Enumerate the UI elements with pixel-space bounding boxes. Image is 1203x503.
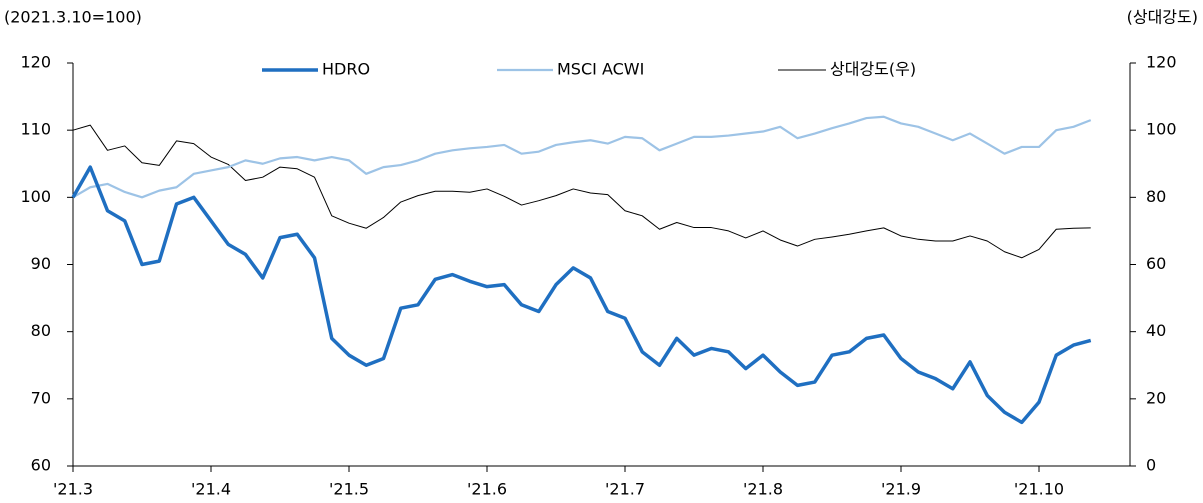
series-line: [71, 165, 1092, 425]
series-line: [72, 115, 1092, 199]
x-tick-label: '21.6: [467, 480, 507, 499]
y2-tick-label: 80: [1146, 187, 1166, 206]
y-tick-label: 80: [31, 321, 51, 340]
y-tick-label: 120: [20, 53, 51, 72]
legend-label: MSCI ACWI: [557, 60, 644, 79]
y2-tick-label: 20: [1146, 388, 1166, 407]
x-tick-label: '21.9: [881, 480, 921, 499]
y-tick-label: 110: [20, 120, 51, 139]
legend-label: HDRO: [322, 60, 370, 79]
legend-label: 상대강도(우): [830, 60, 916, 79]
y-tick-label: 70: [31, 388, 51, 407]
y-axis-label: (2021.3.10=100): [4, 8, 142, 27]
x-tick-label: '21.4: [191, 480, 231, 499]
y-tick-label: 60: [31, 456, 51, 475]
y2-tick-label: 0: [1146, 456, 1156, 475]
y2-tick-label: 100: [1146, 120, 1177, 139]
x-tick-label: '21.8: [743, 480, 783, 499]
x-tick-label: '21.3: [53, 480, 93, 499]
y2-tick-label: 60: [1146, 254, 1166, 273]
y-tick-label: 100: [20, 187, 51, 206]
y2-tick-label: 40: [1146, 321, 1166, 340]
y-tick-label: 90: [31, 254, 51, 273]
series-line: [72, 124, 1091, 259]
x-tick-label: '21.5: [329, 480, 369, 499]
y2-axis-label: (상대강도): [1127, 8, 1198, 27]
x-tick-label: '21.10: [1014, 480, 1064, 499]
x-tick-label: '21.7: [605, 480, 645, 499]
y2-tick-label: 120: [1146, 53, 1177, 72]
